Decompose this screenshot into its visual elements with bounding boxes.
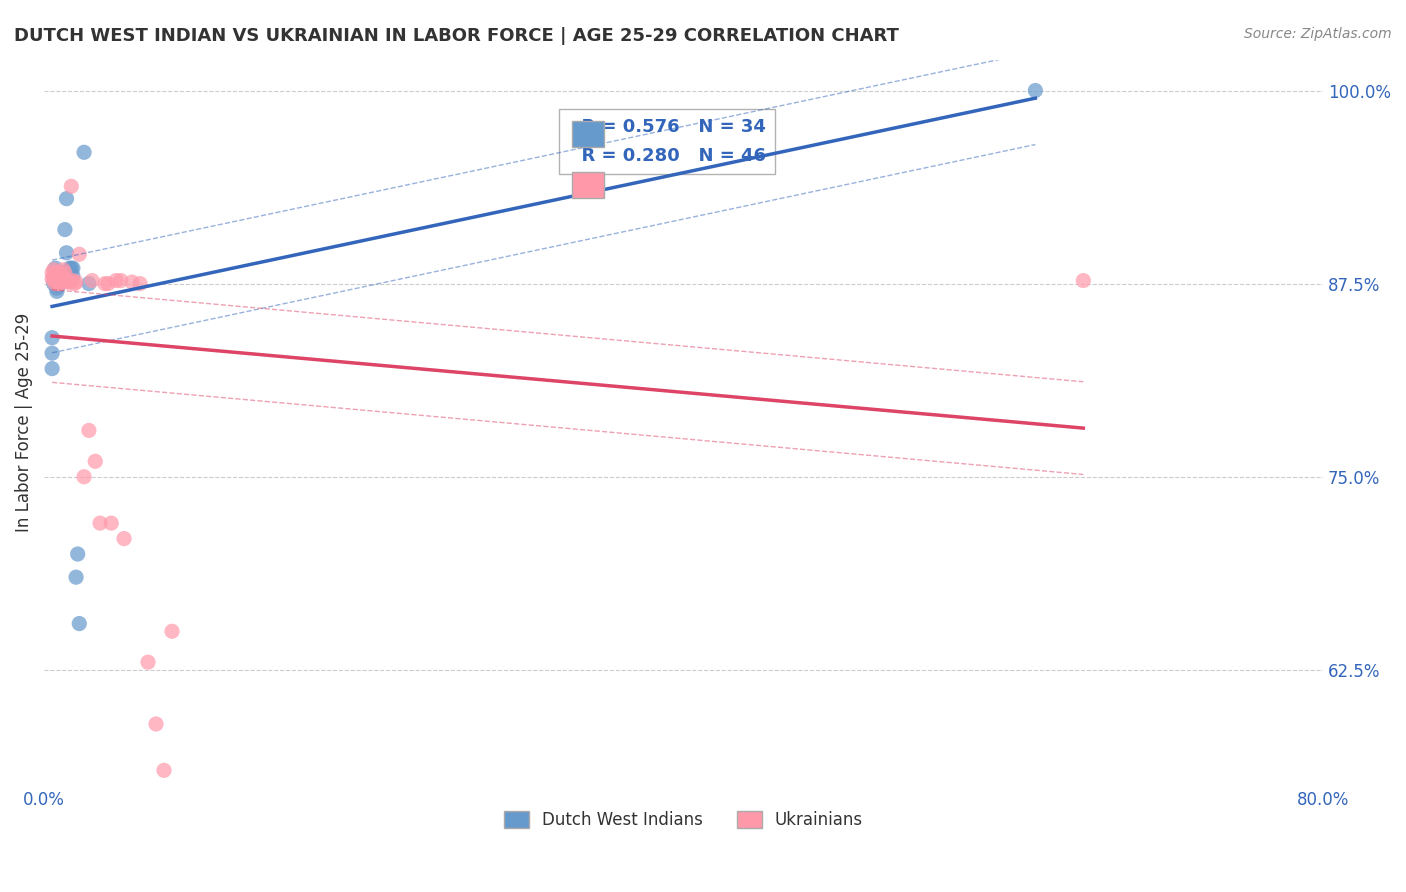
Point: [62, 261, 84, 276]
Point: [44, 272, 66, 286]
Point: [52, 262, 75, 277]
Point: [84, 454, 107, 468]
Point: [48, 274, 70, 288]
Point: [48, 268, 70, 283]
Point: [55, 272, 77, 286]
Text: DUTCH WEST INDIAN VS UKRAINIAN IN LABOR FORCE | AGE 25-29 CORRELATION CHART: DUTCH WEST INDIAN VS UKRAINIAN IN LABOR …: [14, 27, 898, 45]
Point: [66, 547, 89, 561]
Point: [41, 361, 63, 376]
Point: [80, 274, 103, 288]
Point: [45, 266, 67, 280]
Point: [136, 655, 159, 669]
Point: [56, 268, 79, 283]
FancyBboxPatch shape: [572, 172, 605, 197]
Point: [44, 277, 66, 291]
Point: [56, 275, 79, 289]
Point: [42, 272, 65, 286]
Point: [48, 275, 70, 289]
Point: [44, 268, 66, 283]
Point: [89, 516, 111, 530]
Point: [97, 277, 120, 291]
Point: [145, 717, 167, 731]
Point: [55, 192, 77, 206]
Text: Source: ZipAtlas.com: Source: ZipAtlas.com: [1244, 27, 1392, 41]
Point: [42, 277, 65, 291]
Point: [55, 245, 77, 260]
Point: [1024, 83, 1046, 97]
Point: [77, 277, 100, 291]
Point: [41, 331, 63, 345]
Point: [121, 275, 143, 289]
Point: [65, 570, 87, 584]
Point: [62, 274, 84, 288]
Point: [49, 274, 72, 288]
Point: [49, 277, 72, 291]
Point: [51, 275, 73, 289]
Point: [77, 424, 100, 438]
Point: [1071, 274, 1094, 288]
Point: [49, 277, 72, 291]
Y-axis label: In Labor Force | Age 25-29: In Labor Force | Age 25-29: [15, 313, 32, 533]
Point: [62, 268, 84, 283]
Legend: Dutch West Indians, Ukrainians: Dutch West Indians, Ukrainians: [498, 804, 870, 836]
Point: [45, 278, 67, 293]
Point: [65, 275, 87, 289]
Point: [94, 277, 117, 291]
Point: [45, 285, 67, 299]
Point: [60, 179, 83, 194]
Point: [51, 270, 73, 285]
Point: [67, 616, 90, 631]
Point: [45, 275, 67, 289]
Point: [49, 266, 72, 280]
Point: [63, 277, 86, 291]
Point: [53, 266, 76, 280]
Point: [41, 346, 63, 360]
Point: [52, 272, 75, 286]
Point: [45, 281, 67, 295]
Point: [49, 272, 72, 286]
Point: [59, 261, 82, 276]
Point: [49, 268, 72, 283]
Point: [153, 764, 176, 778]
Point: [44, 268, 66, 283]
Point: [52, 268, 75, 283]
Point: [41, 266, 63, 280]
Point: [59, 275, 82, 289]
Point: [110, 274, 132, 288]
Point: [67, 247, 90, 261]
Point: [52, 266, 75, 280]
Point: [41, 272, 63, 286]
Point: [49, 270, 72, 285]
Point: [105, 274, 128, 288]
Point: [129, 277, 152, 291]
Point: [160, 624, 183, 639]
FancyBboxPatch shape: [572, 121, 605, 147]
Point: [73, 469, 96, 483]
Point: [60, 261, 83, 276]
Point: [100, 516, 122, 530]
Point: [42, 268, 65, 283]
Text: R = 0.576   N = 34
  R = 0.280   N = 46: R = 0.576 N = 34 R = 0.280 N = 46: [568, 118, 765, 165]
Point: [44, 261, 66, 276]
Point: [51, 266, 73, 280]
Point: [48, 277, 70, 291]
Point: [73, 145, 96, 160]
Point: [53, 222, 76, 236]
Point: [51, 274, 73, 288]
Point: [53, 274, 76, 288]
Point: [42, 262, 65, 277]
Point: [112, 532, 135, 546]
